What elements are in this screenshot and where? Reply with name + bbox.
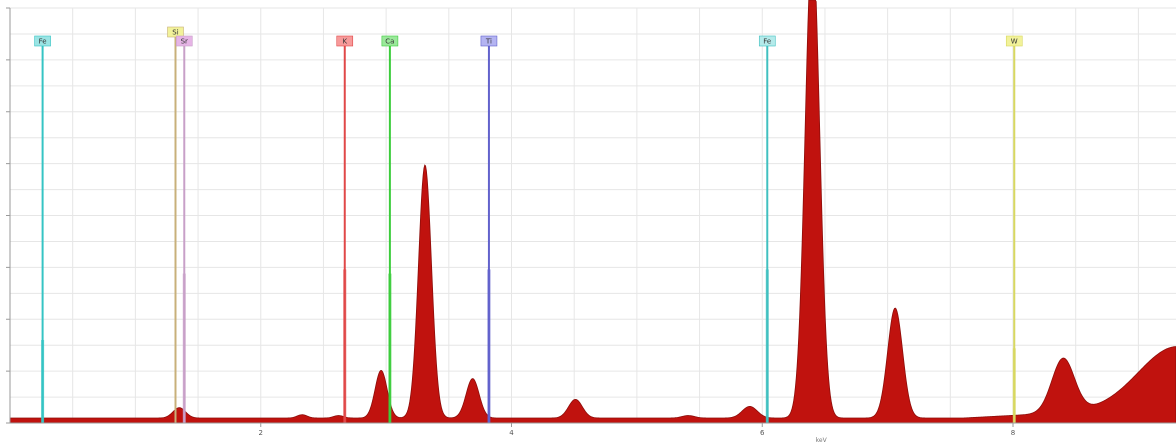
element-intensity-bar: [343, 269, 347, 423]
element-marker-fe: Fe: [758, 35, 776, 423]
element-marker-si: Si: [167, 26, 184, 423]
element-marker-ti: Ti: [480, 35, 498, 423]
element-intensity-bar: [1012, 348, 1016, 423]
element-marker-fe: Fe: [34, 35, 51, 423]
element-badge: [175, 35, 193, 47]
x-tick-label: 2: [259, 429, 263, 437]
element-label: Fe: [763, 38, 771, 46]
x-tick-label: 4: [509, 429, 514, 437]
element-intensity-bar: [182, 273, 186, 423]
element-badge: [1005, 35, 1023, 47]
element-badge: [167, 26, 184, 38]
element-badge: [381, 35, 399, 47]
axes: 2 4 6 8 keV: [6, 7, 1176, 444]
x-tick-label: 8: [1011, 429, 1015, 437]
element-label: K: [342, 38, 347, 46]
element-intensity-bar: [487, 269, 491, 423]
x-tick-label: 6: [760, 429, 765, 437]
x-axis-unit-label: keV: [816, 437, 828, 444]
element-label: Ti: [485, 38, 492, 46]
element-marker-sr: Sr: [175, 35, 193, 423]
element-marker-k: K: [336, 35, 354, 423]
element-badge: [336, 35, 354, 47]
element-intensity-bar: [388, 273, 392, 423]
spectrum-area: [9, 0, 1176, 424]
element-label: Sr: [181, 38, 188, 46]
element-marker-ca: Ca: [381, 35, 399, 423]
element-marker-w: W: [1005, 35, 1023, 423]
element-label: Si: [172, 29, 178, 37]
spectrum-area-path: [9, 0, 1176, 424]
element-intensity-bar: [41, 340, 45, 423]
element-label: W: [1011, 38, 1018, 46]
element-intensity-bar: [765, 269, 769, 423]
element-badge: [480, 35, 498, 47]
element-label: Ca: [385, 38, 394, 46]
element-badge: [758, 35, 776, 47]
element-label: Fe: [39, 38, 47, 46]
element-badge: [34, 35, 51, 47]
